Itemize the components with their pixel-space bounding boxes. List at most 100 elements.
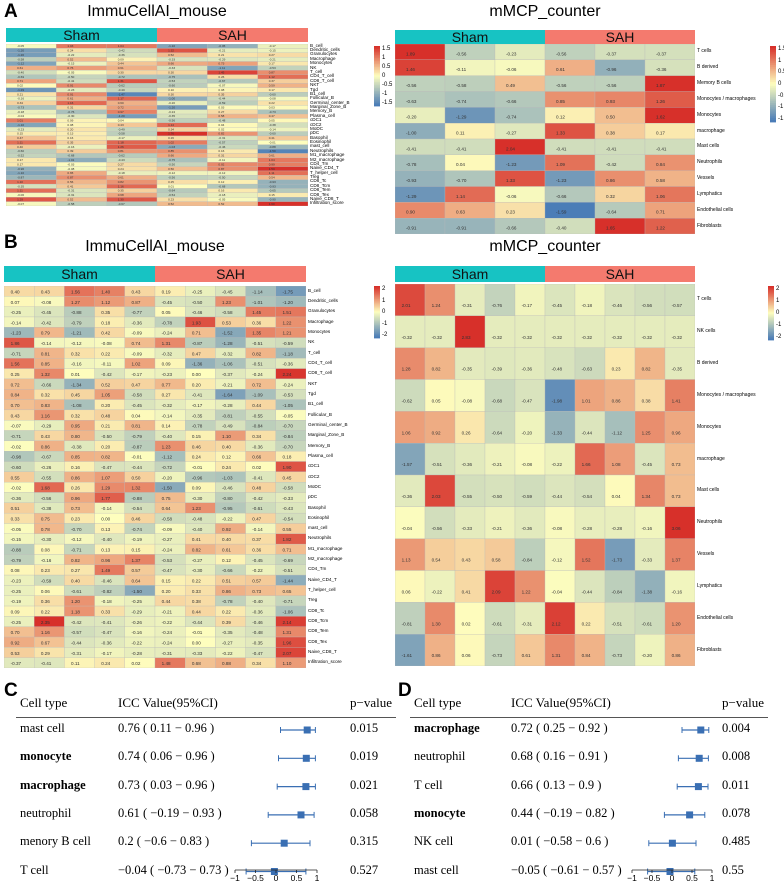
heatmap-row-label: Follicular_B: [308, 411, 332, 417]
legend-swatch: [374, 325, 380, 327]
heatmap-cell-value: -0.02: [11, 444, 22, 449]
heatmap-cell-value: -0.04: [402, 526, 413, 531]
heatmap-cell: [494, 123, 546, 140]
heatmap-cell: [156, 183, 208, 189]
heatmap-cell: [444, 186, 496, 203]
forest-header-icc: ICC Value(95%CI): [511, 695, 611, 710]
legend-swatch: [768, 326, 774, 329]
legend-swatch: [770, 57, 776, 60]
heatmap-cell-value: -0.50: [67, 75, 74, 79]
heatmap-cell-value: -1.18: [282, 351, 293, 356]
heatmap-cell-value: -0.18: [582, 303, 593, 308]
heatmap-cell-value: -0.56: [432, 526, 443, 531]
heatmap-cell-value: -0.95: [222, 506, 233, 511]
heatmap-cell-value: 0.55: [11, 475, 20, 480]
heatmap-cell-value: -1.10: [17, 123, 24, 127]
heatmap-cell: [395, 154, 446, 171]
heatmap-cell-value: -0.20: [406, 115, 417, 120]
heatmap-row-label: Endothelial cells: [697, 206, 734, 213]
heatmap-cell-value: -0.52: [17, 154, 24, 158]
heatmap-cell: [257, 96, 308, 102]
heatmap-cell-value: 0.09: [67, 119, 73, 123]
heatmap-cell: [444, 154, 496, 171]
point-estimate: [686, 811, 694, 819]
heatmap-cell: [544, 154, 596, 171]
heatmap-cell-value: -0.88: [11, 548, 22, 553]
heatmap-cell-value: 0.72: [252, 382, 261, 387]
forest-row-p-value: 0.021: [350, 777, 379, 792]
legend-swatch: [374, 287, 380, 289]
heatmap-title: mMCP_counter: [489, 238, 601, 255]
heatmap-cell-value: 1.18: [118, 140, 124, 144]
heatmap-cell-value: 0.58: [492, 558, 501, 563]
heatmap-cell-value: -0.36: [282, 362, 293, 367]
heatmap-cell-value: -0.44: [131, 465, 142, 470]
heatmap-cell-value: -0.93: [269, 180, 276, 184]
heatmap-cell-value: -0.71: [282, 599, 293, 604]
heatmap-cell-value: 0.10: [168, 88, 174, 92]
heatmap-cell-value: -0.36: [118, 53, 125, 57]
heatmap-cell: [395, 107, 446, 124]
heatmap-cell: [634, 443, 666, 476]
forest-row-icc: 0.73 ( 0.03 − 0.96 ): [118, 777, 215, 792]
heatmap-cell: [544, 218, 596, 234]
heatmap-cell-value: 0.39: [67, 149, 73, 153]
heatmap-cell-value: -0.12: [168, 171, 175, 175]
legend-swatch: [770, 80, 776, 83]
heatmap-cell-value: 0.96: [71, 496, 80, 501]
heatmap-cell: [544, 44, 596, 60]
heatmap-cell-value: -0.71: [11, 351, 22, 356]
heatmap-title: mMCP_counter: [489, 3, 601, 20]
heatmap-cell: [424, 347, 456, 380]
heatmap-cell: [6, 74, 57, 80]
heatmap-cell: [207, 48, 258, 53]
heatmap-cell-value: 0.64: [131, 579, 140, 584]
heatmap-cell-value: -0.51: [612, 621, 623, 626]
heatmap-cell-value: -0.49: [118, 127, 125, 131]
heatmap-cell: [257, 87, 308, 93]
heatmap-cell-value: -0.17: [131, 372, 142, 377]
heatmap-cell-value: -0.78: [162, 320, 173, 325]
heatmap-cell-value: -0.17: [269, 44, 276, 48]
heatmap-cell: [156, 65, 208, 71]
legend-swatch: [770, 66, 776, 70]
heatmap-row-label: M2_macrophage: [310, 156, 345, 162]
heatmap-cell-value: 1.32: [168, 49, 174, 53]
forest-row-p-value: 0.485: [722, 834, 751, 849]
heatmap-cell: [207, 135, 258, 141]
heatmap-cell-value: -1.20: [118, 114, 125, 118]
heatmap-cell: [664, 443, 695, 476]
heatmap-cell: [604, 570, 636, 603]
legend-swatch: [768, 290, 774, 292]
legend-swatch: [768, 333, 774, 335]
legend-swatch: [770, 104, 776, 108]
heatmap-cell: [454, 634, 486, 666]
heatmap-cell-value: 0.30: [168, 92, 174, 96]
heatmap-cell: [544, 107, 596, 124]
heatmap-cell-value: 1.22: [522, 589, 531, 594]
heatmap-cell: [454, 443, 486, 476]
heatmap-cell: [395, 634, 426, 666]
heatmap-cell: [207, 109, 258, 115]
heatmap-cell-value: 0.34: [168, 127, 174, 131]
legend-swatch: [768, 302, 774, 304]
heatmap-cell-value: 1.51: [282, 310, 291, 315]
heatmap-cell: [56, 197, 107, 202]
forest-row-p-value: 0.315: [350, 834, 379, 849]
heatmap-cell-value: 0.22: [101, 351, 110, 356]
heatmap-cell-value: 0.41: [269, 136, 275, 140]
heatmap-cell-value: -0.78: [406, 162, 417, 167]
heatmap-cell-value: -0.04: [17, 114, 24, 118]
heatmap-cell: [156, 122, 208, 128]
legend-swatch: [374, 52, 380, 54]
heatmap-cell-value: -0.45: [131, 403, 142, 408]
legend-swatch: [768, 287, 774, 290]
heatmap-cell-value: -0.36: [656, 67, 667, 72]
heatmap-cell: [156, 113, 208, 119]
heatmap-cell-value: -0.58: [456, 83, 467, 88]
heatmap-cell-value: -0.46: [218, 145, 225, 149]
legend-swatch: [770, 68, 776, 72]
heatmap-cell-value: -0.68: [67, 154, 74, 158]
heatmap-row-label: T_helper_cell: [308, 587, 336, 593]
heatmap-cell-value: -0.38: [41, 506, 52, 511]
